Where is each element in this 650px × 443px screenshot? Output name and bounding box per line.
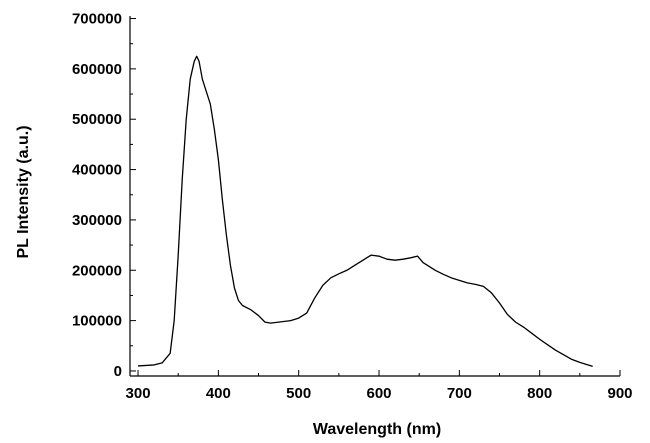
- y-tick-label: 300000: [72, 212, 122, 229]
- x-tick-label: 600: [367, 385, 392, 402]
- data-point: [475, 284, 476, 285]
- x-tick-labels: 300 400 500 600 700 800 900: [126, 385, 633, 402]
- data-point: [592, 366, 593, 367]
- data-point: [531, 333, 532, 334]
- data-point: [214, 129, 215, 130]
- data-point: [443, 274, 444, 275]
- data-point: [194, 61, 195, 62]
- data-point: [394, 260, 395, 261]
- x-tick-label: 300: [126, 385, 151, 402]
- data-point: [210, 104, 211, 105]
- x-tick-label: 800: [527, 385, 552, 402]
- data-point: [427, 265, 428, 266]
- data-point: [314, 297, 315, 298]
- data-point: [330, 277, 331, 278]
- data-point: [378, 256, 379, 257]
- data-point: [222, 199, 223, 200]
- y-tick-label: 200000: [72, 262, 122, 279]
- data-point: [555, 350, 556, 351]
- data-point: [507, 314, 508, 315]
- data-point: [238, 300, 239, 301]
- data-point: [459, 280, 460, 281]
- data-point: [182, 179, 183, 180]
- data-point: [417, 256, 418, 257]
- data-point: [242, 305, 243, 306]
- data-point: [170, 353, 171, 354]
- data-point: [250, 309, 251, 310]
- x-tick-label: 400: [206, 385, 231, 402]
- x-axis-label: Wavelength (nm): [313, 421, 441, 438]
- data-point: [258, 315, 259, 316]
- y-tick-label: 500000: [72, 111, 122, 128]
- data-point: [274, 322, 275, 323]
- y-tick-label: 100000: [72, 313, 122, 330]
- data-point: [198, 61, 199, 62]
- data-point: [338, 273, 339, 274]
- data-point: [491, 292, 492, 293]
- data-point: [234, 287, 235, 288]
- x-tick-label: 900: [607, 385, 632, 402]
- data-point: [218, 159, 219, 160]
- data-point: [178, 255, 179, 256]
- data-point: [467, 282, 468, 283]
- data-point: [346, 270, 347, 271]
- data-point: [579, 362, 580, 363]
- data-point: [386, 259, 387, 260]
- data-point: [186, 119, 187, 120]
- y-tick-label: 0: [114, 363, 122, 380]
- data-point: [322, 285, 323, 286]
- y-tick-label: 600000: [72, 61, 122, 78]
- data-point: [306, 312, 307, 313]
- data-point: [362, 260, 363, 261]
- x-tick-label: 500: [286, 385, 311, 402]
- series-line: [137, 55, 593, 368]
- data-point: [451, 277, 452, 278]
- data-point: [499, 302, 500, 303]
- data-point: [264, 322, 265, 323]
- data-point: [411, 257, 412, 258]
- data-point: [539, 339, 540, 340]
- data-point: [145, 365, 146, 366]
- y-tick-labels: 0 100000 200000 300000 400000 500000 600000 700…: [72, 11, 122, 380]
- data-point: [206, 91, 207, 92]
- data-point: [162, 362, 163, 363]
- data-point: [202, 78, 203, 79]
- series-points: [137, 56, 593, 367]
- data-point: [403, 259, 404, 260]
- data-point: [174, 320, 175, 321]
- data-point: [153, 364, 154, 365]
- data-point: [370, 255, 371, 256]
- data-point: [282, 321, 283, 322]
- data-point: [547, 344, 548, 345]
- data-point: [190, 78, 191, 79]
- data-point: [423, 262, 424, 263]
- y-tick-label: 700000: [72, 11, 122, 28]
- data-point: [587, 364, 588, 365]
- data-point: [354, 265, 355, 266]
- data-point: [226, 234, 227, 235]
- y-tick-label: 400000: [72, 162, 122, 179]
- x-ticks: [137, 370, 621, 376]
- data-point: [523, 327, 524, 328]
- y-ticks: [130, 18, 136, 372]
- data-point: [137, 365, 138, 366]
- data-point: [571, 359, 572, 360]
- data-point: [230, 265, 231, 266]
- data-point: [298, 317, 299, 318]
- data-point: [270, 323, 271, 324]
- x-tick-label: 700: [447, 385, 472, 402]
- data-point: [290, 320, 291, 321]
- data-point: [515, 322, 516, 323]
- data-point: [196, 56, 197, 57]
- data-point: [435, 270, 436, 271]
- data-point: [563, 354, 564, 355]
- data-point: [483, 286, 484, 287]
- y-axis-label: PL Intensity (a.u.): [15, 125, 32, 258]
